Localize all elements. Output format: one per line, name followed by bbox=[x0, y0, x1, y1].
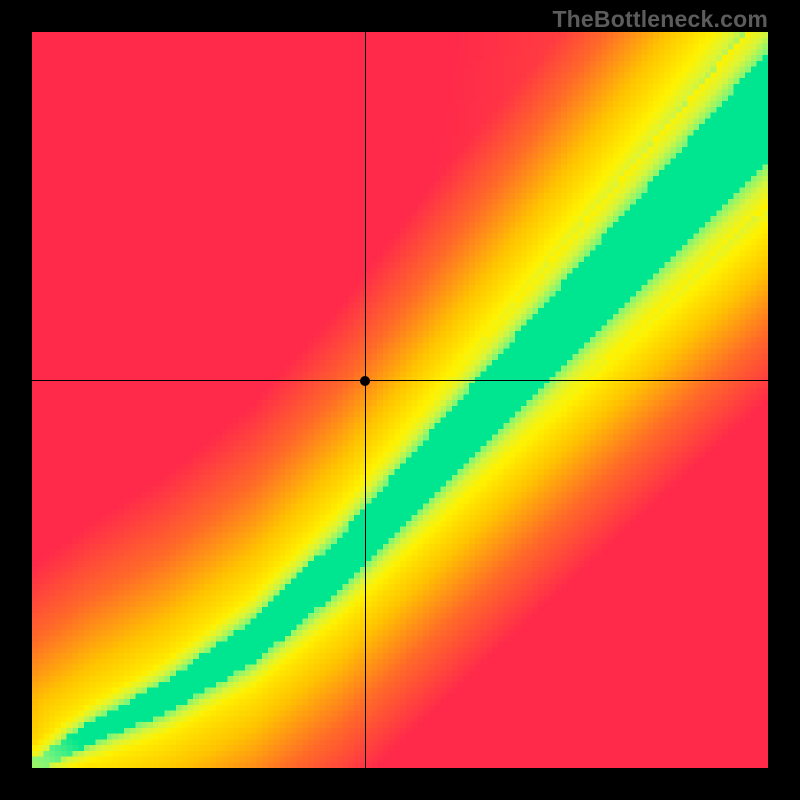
heatmap-canvas bbox=[32, 32, 768, 768]
crosshair-marker bbox=[360, 376, 370, 386]
heatmap-plot bbox=[32, 32, 768, 768]
crosshair-horizontal bbox=[32, 380, 768, 381]
crosshair-vertical bbox=[365, 32, 366, 768]
watermark-text: TheBottleneck.com bbox=[552, 6, 768, 33]
